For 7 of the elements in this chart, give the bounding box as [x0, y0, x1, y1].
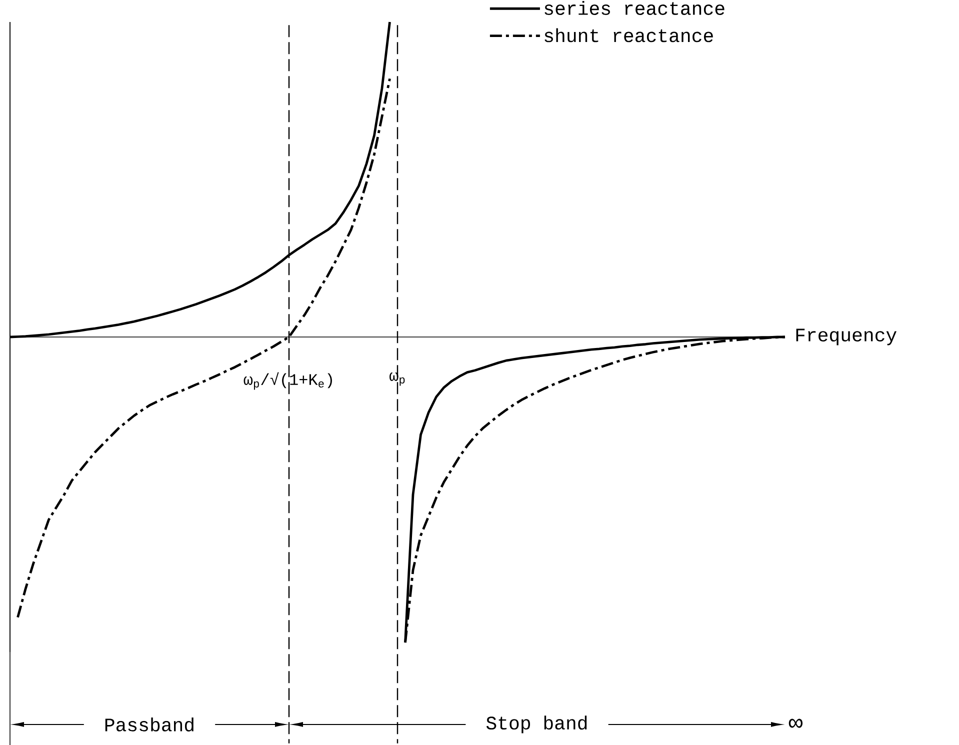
legend-label: shunt reactance: [544, 28, 713, 42]
text: Stop band: [486, 716, 587, 734]
text: Passband: [105, 717, 194, 732]
legend-label: series reactance: [544, 0, 724, 15]
x-tick-label: ω$_{p}$/√(1+K$_{e}$): [244, 372, 332, 390]
text: ∞: [788, 718, 803, 728]
x-axis-title: Frequency: [796, 328, 896, 346]
